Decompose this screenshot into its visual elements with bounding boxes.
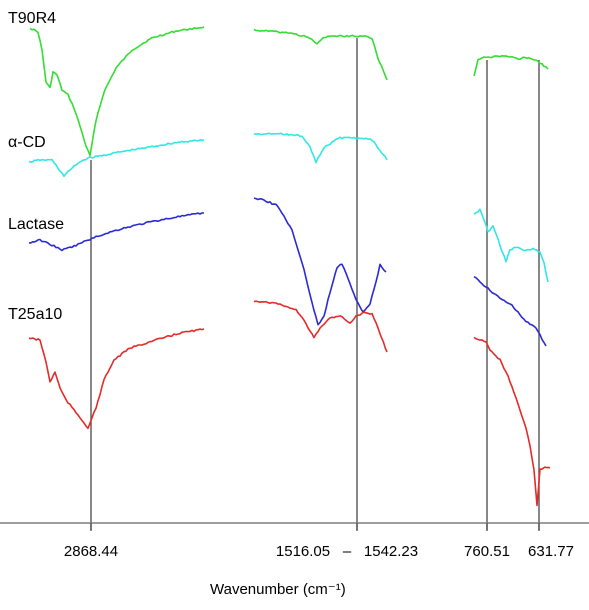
tick-label-1542: 1542.23	[363, 543, 419, 560]
tick-label-760: 760.51	[464, 543, 510, 560]
series-cd	[28, 132, 549, 283]
trace-t90r4-panel-3	[473, 54, 549, 77]
tick-label-631: 631.77	[528, 543, 574, 560]
tick-label-1516: 1516.05	[275, 543, 331, 560]
trace-t25a10-panel-3	[473, 336, 551, 507]
trace-cd-panel-1	[28, 139, 205, 178]
trace-lactase-panel-2	[253, 197, 387, 326]
trace-lactase-panel-1	[28, 212, 204, 252]
trace-cd-panel-3	[473, 208, 549, 283]
series-lactase	[28, 197, 547, 347]
series-label-lactase: Lactase	[8, 216, 65, 233]
series-t25a10	[28, 300, 551, 507]
trace-t90r4-panel-1	[29, 26, 205, 157]
x-axis-title: Wavenumber (cm⁻¹)	[210, 581, 346, 598]
trace-cd-panel-2	[253, 132, 388, 164]
series-label-t25a10: T25a10	[8, 306, 63, 323]
trace-lactase-panel-3	[473, 275, 547, 347]
series-label-alpha-cd: α-CD	[8, 134, 46, 151]
series-label-t90r4: T90R4	[8, 10, 57, 27]
trace-t25a10-panel-2	[253, 300, 388, 353]
tick-label-2868: 2868.44	[63, 543, 119, 560]
trace-t90r4-panel-2	[253, 28, 388, 81]
series-t90r4	[29, 26, 549, 157]
trace-t25a10-panel-1	[28, 328, 205, 430]
tick-label-separator: –	[342, 543, 352, 560]
